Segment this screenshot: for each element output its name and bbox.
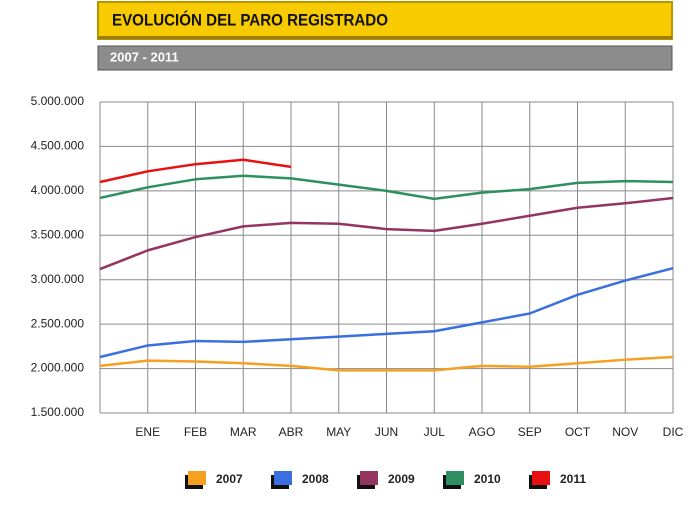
y-tick-label: 4.000.000 — [31, 183, 85, 197]
legend-swatch — [274, 471, 292, 485]
legend-swatch — [446, 471, 464, 485]
legend-swatch — [360, 471, 378, 485]
chart-subtitle: 2007 - 2011 — [110, 49, 179, 64]
legend-label: 2008 — [302, 472, 329, 486]
subtitle-bar — [97, 45, 673, 71]
x-tick-label: OCT — [565, 425, 591, 439]
y-tick-label: 1.500.000 — [31, 405, 85, 419]
y-tick-label: 5.000.000 — [31, 94, 85, 108]
x-tick-label: MAR — [230, 425, 257, 439]
series-line — [99, 174, 674, 201]
x-tick-label: DIC — [663, 425, 684, 439]
series-line — [99, 196, 674, 271]
series-line — [99, 266, 674, 359]
y-tick-label: 3.000.000 — [31, 272, 85, 286]
legend-label: 2010 — [474, 472, 501, 486]
title-banner-shadow — [98, 36, 672, 39]
legend-label: 2009 — [388, 472, 415, 486]
y-tick-label: 2.500.000 — [31, 316, 85, 330]
x-tick-label: SEP — [518, 425, 542, 439]
x-tick-label: JUN — [375, 425, 398, 439]
x-tick-label: ENE — [135, 425, 160, 439]
x-tick-label: FEB — [184, 425, 207, 439]
x-tick-label: ABR — [279, 425, 304, 439]
series-line — [99, 355, 674, 372]
legend-label: 2007 — [216, 472, 243, 486]
y-tick-label: 3.500.000 — [31, 227, 85, 241]
legend-swatch — [532, 471, 550, 485]
x-tick-label: AGO — [469, 425, 496, 439]
x-tick-label: MAY — [326, 425, 351, 439]
y-tick-label: 4.500.000 — [31, 139, 85, 153]
x-tick-label: NOV — [612, 425, 638, 439]
y-tick-label: 2.000.000 — [31, 361, 85, 375]
legend-label: 2011 — [560, 472, 586, 486]
title-banner — [97, 1, 673, 40]
x-tick-label: JUL — [424, 425, 446, 439]
series-line — [99, 158, 292, 184]
legend-swatch — [188, 471, 206, 485]
chart-title: EVOLUCIÓN DEL PARO REGISTRADO — [112, 10, 388, 29]
